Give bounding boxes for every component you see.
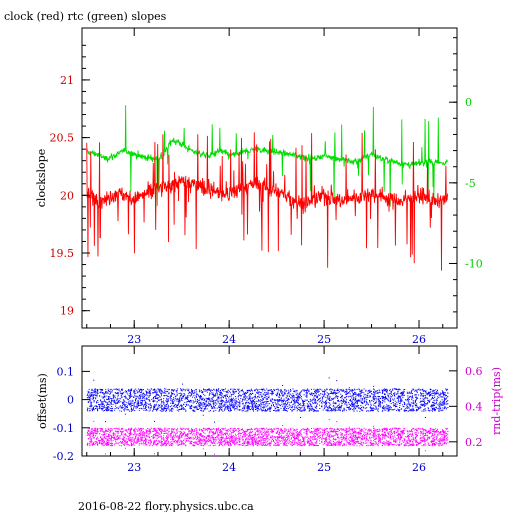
clock-slope-series [86,132,448,271]
bottom-left-tick-label: -0.2 [53,450,74,463]
clock-slope-line [86,132,448,271]
bottom-right-axis-label: rnd-trip(ms) [490,367,503,435]
top-y-axis-label: clockslope [35,149,48,207]
bottom-left-tick-label: -0.1 [53,422,74,435]
rtc-slope-series [86,105,448,207]
offset-points [86,377,449,423]
top-panel: 23 24 25 26 19 19.5 20 20.5 21 -10 -5 0 clockslope [35,27,483,346]
top-right-tick-label: -5 [465,177,476,190]
top-left-tick-label: 19.5 [50,247,75,260]
top-right-tick-label: -10 [465,257,483,270]
offset-series [86,377,449,423]
top-right-tick-label: 0 [465,96,472,109]
bottom-left-axis-label: offset(ms) [36,373,49,429]
bottom-x-tick-label: 23 [127,461,141,474]
rnd-trip-series [86,419,449,455]
bottom-x-tick-label: 26 [412,461,426,474]
bottom-right-tick-label: 0.2 [465,436,483,449]
bottom-x-tick-label: 24 [222,461,236,474]
rtc-slope-line [86,105,448,207]
bottom-axes: 23 24 25 26 -0.2 -0.1 0 0.1 0.2 0.4 0.6 [53,346,483,474]
top-left-tick-label: 19 [60,305,74,318]
top-left-tick-label: 20 [60,189,74,202]
bottom-panel: 23 24 25 26 -0.2 -0.1 0 0.1 0.2 0.4 0.6 offset(ms)… [36,345,503,474]
bottom-plot-frame [81,345,458,457]
top-left-tick-label: 21 [60,74,74,87]
bottom-right-tick-label: 0.4 [465,400,483,413]
top-plot-frame [81,27,458,329]
top-x-tick-label: 24 [222,333,236,346]
bottom-left-tick-label: 0.1 [57,365,75,378]
rnd-trip-points [86,419,449,455]
bottom-x-tick-label: 25 [317,461,331,474]
bottom-right-tick-label: 0.6 [465,365,483,378]
top-x-tick-label: 25 [317,333,331,346]
footer-caption: 2016-08-22 flory.physics.ubc.ca [78,500,254,512]
chart-title: clock (red) rtc (green) slopes [4,10,167,23]
top-x-tick-label: 23 [127,333,141,346]
top-left-tick-label: 20.5 [50,132,75,145]
top-x-tick-label: 26 [412,333,426,346]
top-axes: 23 24 25 26 19 19.5 20 20.5 21 -10 -5 0 [50,28,483,346]
bottom-left-tick-label: 0 [67,394,74,407]
